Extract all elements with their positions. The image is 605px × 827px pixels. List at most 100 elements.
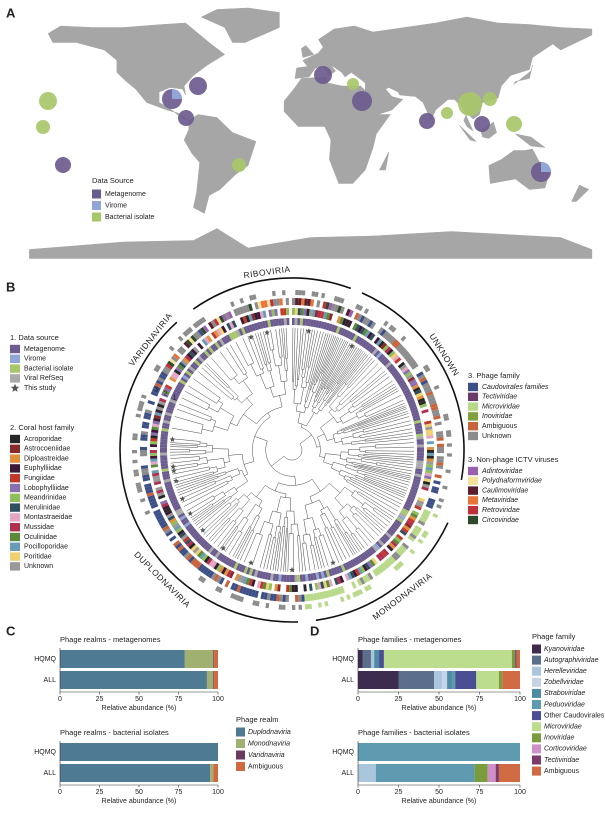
tree-branch: [324, 513, 333, 528]
ring-segment: [388, 324, 394, 331]
tree-branch: [226, 347, 242, 372]
tree-branch: [284, 359, 286, 371]
ring-segment: [407, 517, 415, 524]
tree-branch: [330, 343, 353, 382]
tree-branch: [348, 454, 359, 456]
tree-branch: [275, 329, 279, 347]
plot-title: Phage families - metagenomes: [358, 635, 462, 644]
ring-segment: [156, 406, 164, 411]
tree-branch: [355, 530, 365, 541]
ring-segment: [151, 429, 159, 434]
ring-segment: [199, 353, 207, 361]
tree-branch: [286, 341, 288, 359]
tree-branch: [330, 462, 334, 469]
tree-branch: [355, 509, 369, 521]
tree-branch: [331, 345, 356, 386]
legend-label: Duplodnaviria: [248, 729, 291, 736]
ring-segment: [280, 308, 284, 316]
tree-branch: [365, 452, 377, 454]
ring-segment: [389, 337, 397, 345]
ring-segment: [264, 572, 269, 580]
ring-segment: [218, 338, 226, 346]
legend-label: Virome: [24, 356, 46, 363]
ring-segment: [346, 320, 353, 328]
ring-segment: [402, 505, 411, 512]
ring-segment: [245, 314, 251, 323]
tree-branch: [255, 333, 262, 354]
ring-segment: [431, 486, 440, 491]
tree-branch: [238, 377, 248, 384]
tree-branch: [176, 408, 205, 420]
legend-label: Retroviridae: [482, 507, 520, 514]
bar-segment: [375, 764, 475, 782]
tree-branch: [364, 502, 375, 510]
ring-segment: [283, 308, 287, 316]
ring-segment: [426, 461, 434, 465]
tree-branch: [223, 499, 225, 502]
tree-branch: [332, 432, 338, 435]
tree-branch: [349, 400, 352, 403]
tree-branch: [251, 334, 260, 355]
ring-segment: [322, 301, 327, 309]
ring-segment: [424, 388, 433, 394]
ring-segment: [366, 584, 372, 591]
ring-segment: [373, 542, 381, 550]
ring-segment: [166, 512, 174, 519]
tree-branch: [357, 469, 364, 472]
ring-segment: [278, 574, 282, 582]
tree-branch: [235, 341, 245, 359]
tree-branch: [371, 459, 414, 466]
ring-segment: [140, 434, 148, 438]
ring-segment: [292, 297, 296, 306]
ring-segment: [413, 419, 422, 425]
tree-branch: [247, 362, 254, 366]
ring-segment: [196, 342, 204, 350]
ring-segment: [180, 516, 188, 524]
legend-label: Caudovirales families: [482, 384, 549, 391]
ring-segment: [245, 567, 251, 575]
legend-title: 3. Non-phage ICTV viruses: [468, 455, 559, 464]
tree-branch: [305, 542, 308, 554]
ring-segment: [354, 556, 361, 565]
tree-branch: [181, 465, 198, 469]
bar-segment: [455, 671, 477, 689]
ring-segment: [295, 594, 299, 602]
ring-segment: [401, 386, 409, 393]
legend-swatch: [10, 532, 20, 542]
ring-segment: [397, 345, 405, 353]
tree-branch: [241, 470, 248, 482]
tree-branch: [198, 503, 213, 514]
ring-segment: [161, 502, 169, 508]
tree-branch: [337, 375, 343, 384]
tree-branch: [315, 402, 319, 409]
ring-segment: [367, 344, 374, 353]
tree-branch: [340, 469, 356, 477]
tree-branch: [243, 461, 255, 465]
tree-branch: [321, 368, 324, 373]
study-star: [264, 329, 270, 335]
tree-branch: [196, 499, 229, 526]
y-tick-label: HQMQ: [34, 749, 56, 756]
y-tick-label: ALL: [342, 770, 355, 777]
tree-branch: [213, 483, 229, 491]
tree-branch: [285, 528, 287, 536]
tree-branch: [175, 474, 217, 488]
tree-branch: [294, 476, 297, 486]
ring-segment: [214, 551, 221, 559]
tree-branch: [256, 515, 260, 517]
ring-segment: [413, 478, 421, 483]
legend-swatch: [10, 542, 20, 551]
tree-branch: [280, 532, 285, 572]
tree-branch: [185, 459, 200, 462]
panel-label: B: [6, 279, 15, 294]
ring-segment: [386, 334, 394, 343]
ring-segment: [230, 331, 237, 340]
tree-branch: [365, 437, 377, 440]
ring-segment: [372, 569, 379, 577]
sample-bubble: [474, 116, 490, 132]
ring-segment: [262, 310, 267, 318]
ring-segment: [221, 313, 228, 322]
ring-segment: [384, 531, 392, 539]
ring-segment: [210, 319, 217, 328]
tree-branch: [259, 521, 265, 535]
